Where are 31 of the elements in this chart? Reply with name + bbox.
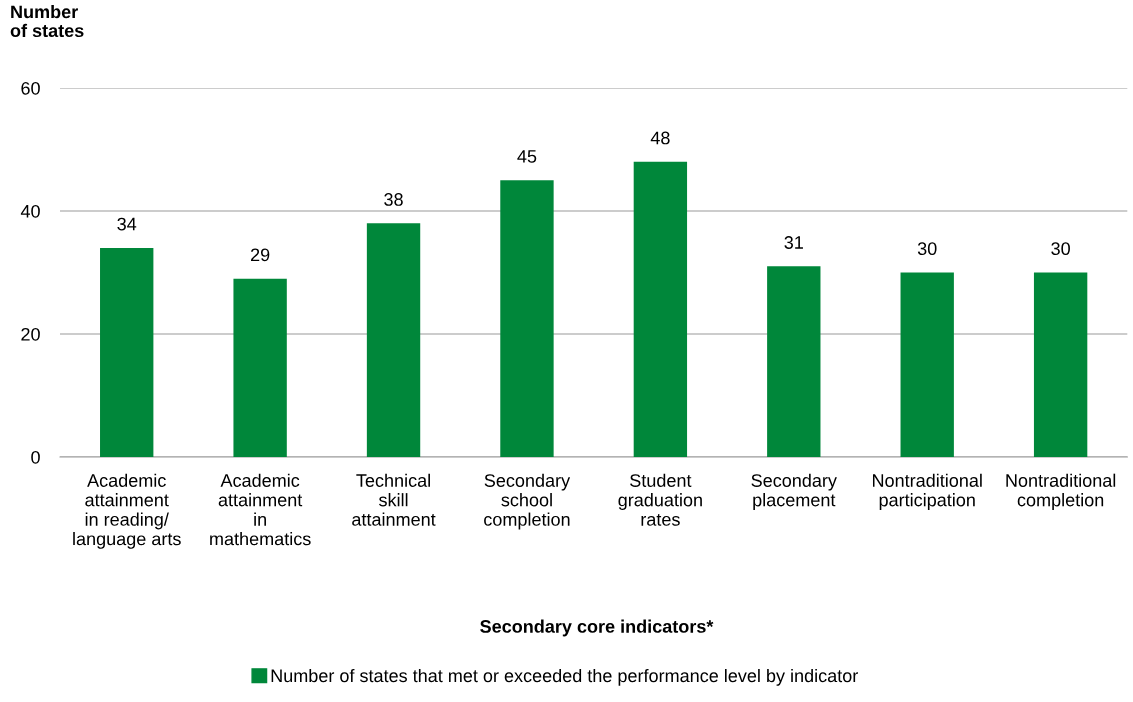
data-label: 30 [917, 242, 937, 256]
data-label: 45 [517, 150, 537, 163]
y-tick-label: 60 [21, 81, 40, 95]
bar [366, 223, 421, 457]
bar [1033, 272, 1088, 457]
bar [767, 266, 821, 457]
x-tick-label: Technical skill attainment [352, 473, 436, 526]
y-tick-label: 20 [21, 327, 40, 341]
data-label: 34 [117, 217, 137, 231]
data-label: 30 [1051, 242, 1070, 256]
y-axis-title: Number of states [10, 5, 84, 38]
data-label: 48 [650, 131, 670, 145]
x-tick-label: Academic attainment in reading/ language arts [73, 473, 181, 549]
bar [900, 272, 954, 457]
bar [500, 180, 554, 457]
x-axis-title: Secondary core indicators* [480, 619, 714, 637]
data-label: 29 [250, 248, 270, 262]
x-tick-label: Academic attainment in mathematics [210, 473, 311, 546]
bar [100, 247, 154, 457]
x-tick-label: Nontraditional participation [872, 473, 982, 510]
data-label: 31 [784, 236, 803, 249]
x-tick-label: Nontraditional completion [1006, 473, 1116, 510]
legend-label: Number of states that met or exceeded the performance level by indicator [271, 668, 858, 686]
x-tick-label: Student graduation rates [618, 473, 702, 526]
data-label: 38 [384, 193, 403, 206]
bar [233, 278, 287, 457]
x-tick-label: Secondary placement [751, 473, 837, 510]
x-tick-label: Secondary school completion [484, 473, 571, 530]
bar [633, 161, 688, 457]
y-tick-label: 40 [20, 204, 40, 218]
y-tick-label: 0 [31, 450, 40, 464]
